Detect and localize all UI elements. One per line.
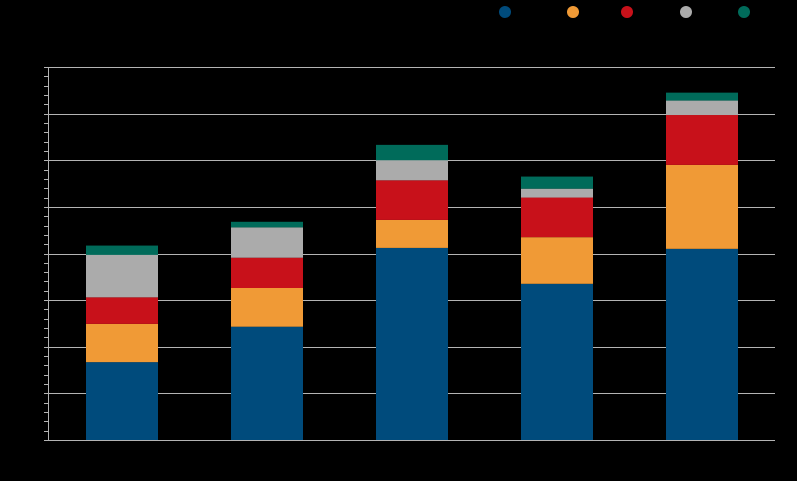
bar-segment-series-2-bar-4 bbox=[521, 237, 593, 284]
bar-segment-series-4-bar-2 bbox=[231, 227, 303, 258]
bar-segment-series-3-bar-5 bbox=[666, 115, 738, 165]
bar-segment-series-4-bar-4 bbox=[521, 188, 593, 198]
bar-segment-series-1-bar-4 bbox=[521, 283, 593, 440]
bar-segment-series-1-bar-3 bbox=[376, 247, 448, 440]
bar-segment-series-1-bar-1 bbox=[86, 362, 158, 440]
y-axis bbox=[44, 67, 49, 441]
bar-segment-series-3-bar-2 bbox=[231, 257, 303, 289]
bar-segment-series-5-bar-5 bbox=[666, 92, 738, 101]
bar-segment-series-4-bar-5 bbox=[666, 100, 738, 116]
legend-marker-series-3 bbox=[621, 6, 633, 18]
bar-segment-series-4-bar-3 bbox=[376, 160, 448, 181]
bar-segment-series-2-bar-5 bbox=[666, 164, 738, 249]
bar-segment-series-5-bar-4 bbox=[521, 176, 593, 189]
bar-segment-series-5-bar-3 bbox=[376, 144, 448, 161]
bar-segment-series-3-bar-3 bbox=[376, 180, 448, 220]
bar-segment-series-5-bar-1 bbox=[86, 245, 158, 255]
bar-segment-series-5-bar-2 bbox=[231, 221, 303, 228]
bar-segment-series-2-bar-2 bbox=[231, 288, 303, 327]
bar-segment-series-1-bar-5 bbox=[666, 248, 738, 440]
legend-marker-series-4 bbox=[680, 6, 692, 18]
bar-segment-series-2-bar-1 bbox=[86, 323, 158, 363]
legend-marker-series-2 bbox=[567, 6, 579, 18]
bar-segment-series-2-bar-3 bbox=[376, 219, 448, 248]
legend bbox=[499, 6, 750, 18]
bar-segment-series-4-bar-1 bbox=[86, 254, 158, 298]
legend-marker-series-1 bbox=[499, 6, 511, 18]
bars bbox=[86, 92, 738, 440]
bar-segment-series-1-bar-2 bbox=[231, 326, 303, 440]
legend-marker-series-5 bbox=[738, 6, 750, 18]
bar-segment-series-3-bar-1 bbox=[86, 297, 158, 324]
bar-segment-series-3-bar-4 bbox=[521, 197, 593, 238]
